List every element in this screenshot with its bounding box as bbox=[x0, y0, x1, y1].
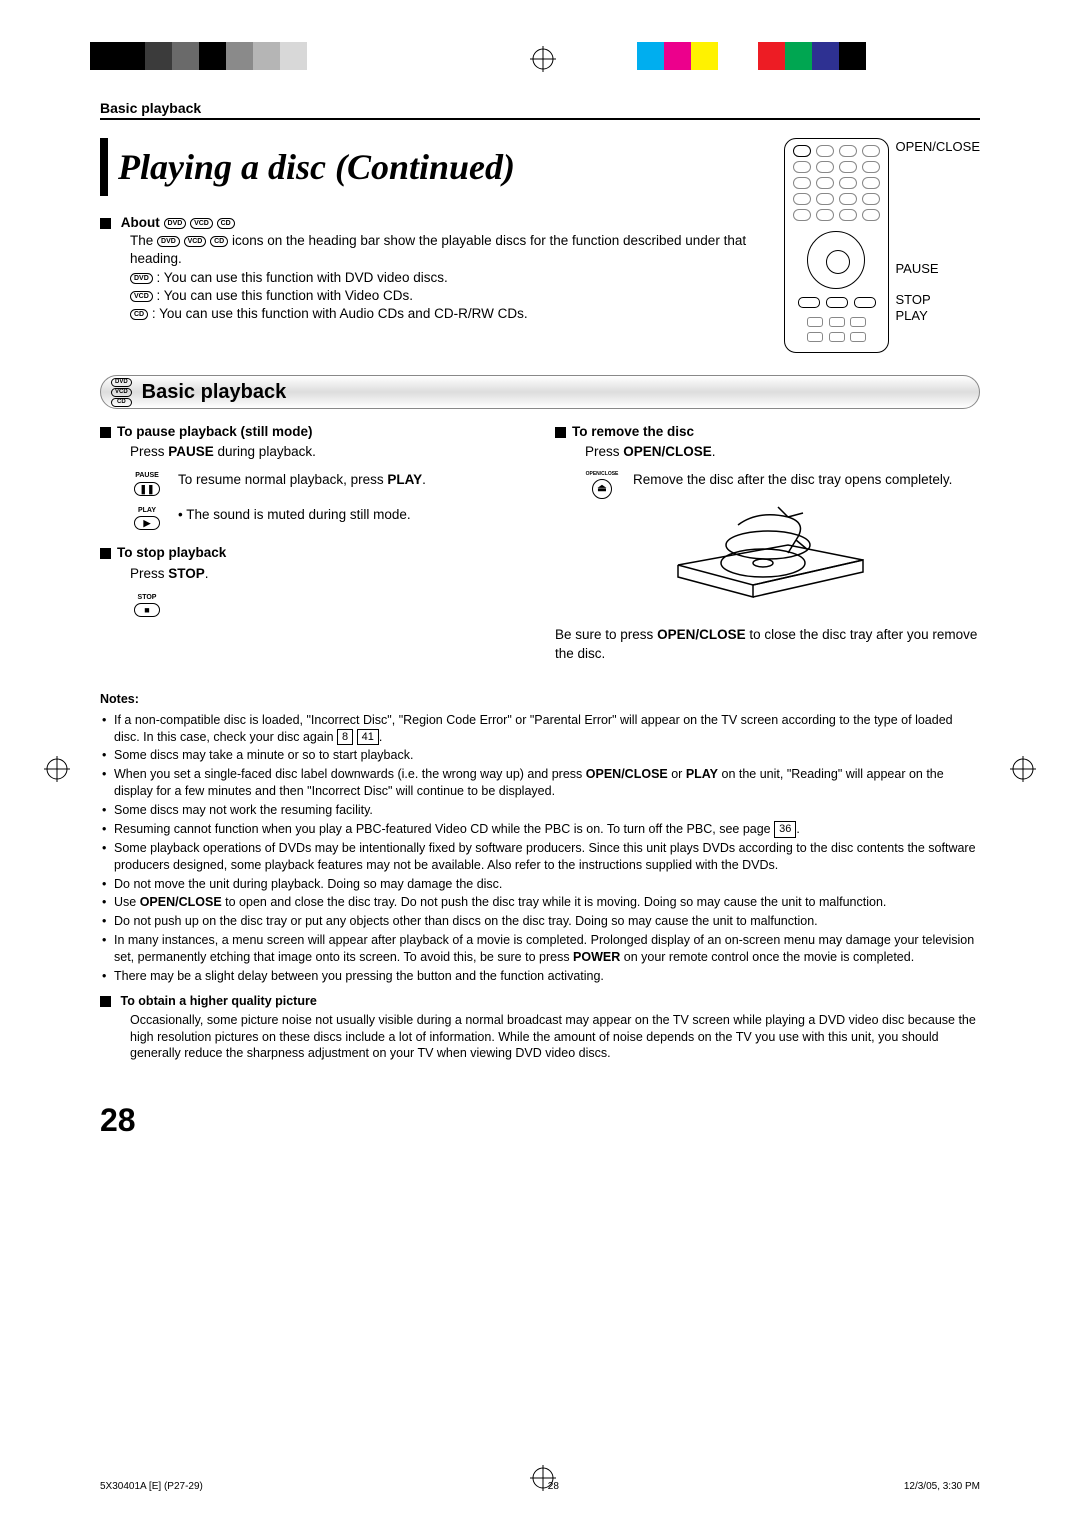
title-accent-bar bbox=[100, 138, 108, 196]
close-a: Be sure to press bbox=[555, 627, 657, 642]
square-bullet-icon bbox=[100, 548, 111, 559]
vcd-pill-icon: VCD bbox=[184, 236, 207, 247]
about-block: About DVD VCD CD The DVD VCD CD icons on… bbox=[100, 214, 768, 323]
label-open-close: OPEN/CLOSE bbox=[895, 140, 980, 154]
stop-button-icon: STOP ■ bbox=[130, 593, 164, 617]
label-stop: STOP bbox=[895, 293, 980, 307]
note-item: Some discs may not work the resuming fac… bbox=[100, 802, 980, 819]
page-title: Playing a disc (Continued) bbox=[118, 146, 515, 188]
resume-c: . bbox=[422, 472, 426, 487]
about-heading: About bbox=[121, 215, 160, 230]
right-column: To remove the disc Press OPEN/CLOSE. OPE… bbox=[555, 423, 980, 663]
registration-mark-right bbox=[1010, 756, 1036, 787]
cd-pill-icon: CD bbox=[210, 236, 228, 247]
vcd-pill-icon: VCD bbox=[130, 291, 153, 302]
print-footer: 5X30401A [E] (P27-29) 28 12/3/05, 3:30 P… bbox=[100, 1481, 980, 1492]
play-btn-label: PLAY bbox=[138, 506, 156, 515]
about-line-1: : You can use this function with Video C… bbox=[157, 288, 413, 303]
mute-note: • The sound is muted during still mode. bbox=[178, 506, 525, 524]
stop-btn-label: STOP bbox=[138, 593, 157, 602]
remote-stop-button bbox=[826, 297, 848, 308]
square-bullet-icon bbox=[100, 427, 111, 438]
close-b: OPEN/CLOSE bbox=[657, 627, 746, 642]
remote-diagram: OPEN/CLOSE PAUSE STOP PLAY bbox=[784, 138, 980, 353]
open-close-button-icon: OPEN/CLOSE ⏏ bbox=[585, 471, 619, 499]
dvd-pill-icon: DVD bbox=[157, 236, 180, 247]
stop-text-b: STOP bbox=[168, 566, 205, 581]
footer-left: 5X30401A [E] (P27-29) bbox=[100, 1481, 203, 1492]
notes-block: Notes: If a non-compatible disc is loade… bbox=[100, 691, 980, 1063]
note-item: If a non-compatible disc is loaded, "Inc… bbox=[100, 712, 980, 746]
oc-btn-label: OPEN/CLOSE bbox=[586, 471, 619, 478]
label-play: PLAY bbox=[895, 309, 980, 323]
section-band: DVD VCD CD Basic playback bbox=[100, 375, 980, 409]
pause-text-b: PAUSE bbox=[168, 444, 214, 459]
pause-text-a: Press bbox=[130, 444, 168, 459]
stop-heading: To stop playback bbox=[117, 545, 226, 560]
notes-list: If a non-compatible disc is loaded, "Inc… bbox=[100, 712, 980, 985]
page-content: Basic playback Playing a disc (Continued… bbox=[100, 100, 980, 1139]
pause-text-c: during playback. bbox=[214, 444, 316, 459]
resume-b: PLAY bbox=[387, 472, 422, 487]
page-number: 28 bbox=[100, 1102, 980, 1139]
registration-mark-left bbox=[44, 756, 70, 787]
note-item: Do not move the unit during playback. Do… bbox=[100, 876, 980, 893]
dvd-pill-icon: DVD bbox=[111, 378, 132, 387]
remove-text-c: . bbox=[712, 444, 716, 459]
remove-step: Remove the disc after the disc tray open… bbox=[633, 471, 980, 489]
page-title-block: Playing a disc (Continued) bbox=[100, 138, 768, 196]
dvd-pill-icon: DVD bbox=[130, 273, 153, 284]
left-column: To pause playback (still mode) Press PAU… bbox=[100, 423, 525, 663]
running-header: Basic playback bbox=[100, 100, 980, 120]
footer-center: 28 bbox=[548, 1481, 559, 1492]
remove-text-a: Press bbox=[585, 444, 623, 459]
square-bullet-icon bbox=[555, 427, 566, 438]
play-button-icon: PLAY ▶ bbox=[130, 506, 164, 530]
remote-pause-button bbox=[798, 297, 820, 308]
remove-text-b: OPEN/CLOSE bbox=[623, 444, 712, 459]
cd-pill-icon: CD bbox=[130, 309, 148, 320]
remote-play-button bbox=[854, 297, 876, 308]
note-item: When you set a single-faced disc label d… bbox=[100, 766, 980, 800]
square-bullet-icon bbox=[100, 996, 111, 1007]
vcd-pill-icon: VCD bbox=[190, 218, 213, 229]
footer-right: 12/3/05, 3:30 PM bbox=[904, 1481, 980, 1492]
section-band-title: Basic playback bbox=[142, 381, 287, 404]
note-item: Do not push up on the disc tray or put a… bbox=[100, 913, 980, 930]
remote-outline bbox=[784, 138, 889, 353]
note-item: There may be a slight delay between you … bbox=[100, 968, 980, 985]
resume-a: To resume normal playback, press bbox=[178, 472, 387, 487]
note-item: Some playback operations of DVDs may be … bbox=[100, 840, 980, 874]
label-pause: PAUSE bbox=[895, 262, 980, 276]
disc-tray-illustration bbox=[668, 505, 868, 615]
stop-text-a: Press bbox=[130, 566, 168, 581]
print-color-bar bbox=[90, 42, 866, 70]
pause-btn-label: PAUSE bbox=[135, 471, 159, 480]
note-item: Use OPEN/CLOSE to open and close the dis… bbox=[100, 894, 980, 911]
note-item: Some discs may take a minute or so to st… bbox=[100, 747, 980, 764]
cd-pill-icon: CD bbox=[111, 398, 132, 407]
pause-heading: To pause playback (still mode) bbox=[117, 424, 313, 439]
notes-heading: Notes: bbox=[100, 691, 980, 708]
quality-heading: To obtain a higher quality picture bbox=[120, 994, 316, 1008]
stop-text-c: . bbox=[205, 566, 209, 581]
pause-button-icon: PAUSE ❚❚ bbox=[130, 471, 164, 495]
square-bullet-icon bbox=[100, 218, 111, 229]
about-line-2: : You can use this function with Audio C… bbox=[152, 306, 528, 321]
about-intro-a: The bbox=[130, 233, 157, 248]
note-item: In many instances, a menu screen will ap… bbox=[100, 932, 980, 966]
remove-heading: To remove the disc bbox=[572, 424, 694, 439]
cd-pill-icon: CD bbox=[217, 218, 235, 229]
dvd-pill-icon: DVD bbox=[164, 218, 187, 229]
about-line-0: : You can use this function with DVD vid… bbox=[157, 270, 448, 285]
quality-text: Occasionally, some picture noise not usu… bbox=[100, 1012, 980, 1063]
registration-mark-top bbox=[530, 46, 556, 77]
vcd-pill-icon: VCD bbox=[111, 388, 132, 397]
note-item: Resuming cannot function when you play a… bbox=[100, 821, 980, 838]
